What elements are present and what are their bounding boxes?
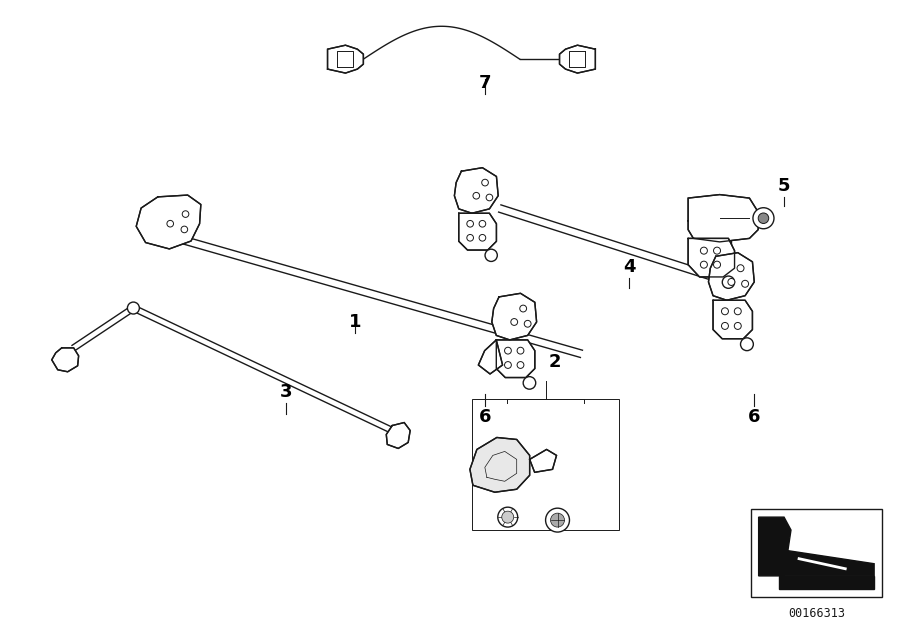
Polygon shape (499, 205, 728, 285)
Circle shape (700, 247, 707, 254)
Circle shape (479, 221, 486, 227)
Polygon shape (491, 293, 536, 340)
Polygon shape (328, 45, 364, 73)
Circle shape (505, 347, 511, 354)
Text: 6: 6 (747, 408, 760, 425)
Polygon shape (779, 576, 874, 589)
Polygon shape (496, 340, 535, 378)
Circle shape (473, 193, 480, 199)
Circle shape (734, 308, 742, 315)
Circle shape (128, 302, 140, 314)
Polygon shape (132, 305, 393, 433)
Polygon shape (779, 550, 874, 576)
Circle shape (518, 347, 524, 354)
Circle shape (505, 362, 511, 368)
Circle shape (734, 322, 742, 329)
Circle shape (551, 513, 564, 527)
Polygon shape (688, 238, 734, 277)
Polygon shape (688, 195, 758, 242)
Circle shape (479, 235, 486, 241)
Circle shape (523, 377, 536, 389)
Circle shape (714, 261, 721, 268)
Text: 5: 5 (778, 177, 790, 195)
Circle shape (758, 213, 769, 223)
Circle shape (742, 280, 749, 287)
Circle shape (545, 508, 570, 532)
Polygon shape (386, 422, 410, 448)
Polygon shape (479, 340, 502, 374)
Circle shape (502, 511, 514, 523)
Circle shape (520, 305, 526, 312)
Text: 4: 4 (623, 258, 635, 276)
Circle shape (467, 221, 473, 227)
Circle shape (525, 321, 531, 327)
Bar (472, 399, 619, 530)
Polygon shape (713, 300, 752, 339)
Circle shape (485, 249, 498, 261)
Circle shape (482, 179, 489, 186)
Circle shape (722, 308, 728, 315)
Polygon shape (136, 195, 201, 249)
Circle shape (182, 211, 189, 218)
Text: 1: 1 (349, 313, 362, 331)
Polygon shape (51, 348, 78, 372)
Circle shape (700, 261, 707, 268)
Circle shape (741, 338, 753, 350)
Circle shape (518, 362, 524, 368)
Polygon shape (560, 45, 596, 73)
Text: 6: 6 (479, 408, 491, 425)
Circle shape (714, 247, 721, 254)
Polygon shape (759, 517, 791, 576)
Polygon shape (470, 438, 530, 492)
Bar (751, 509, 882, 597)
Polygon shape (162, 231, 582, 357)
Circle shape (511, 319, 517, 326)
Text: 7: 7 (479, 74, 491, 92)
Circle shape (486, 194, 493, 201)
Circle shape (737, 265, 744, 272)
Circle shape (722, 322, 728, 329)
Circle shape (728, 279, 734, 286)
Polygon shape (72, 305, 135, 350)
Polygon shape (708, 252, 754, 300)
Circle shape (753, 208, 774, 229)
Circle shape (498, 507, 518, 527)
Circle shape (467, 235, 473, 241)
Text: 3: 3 (280, 383, 292, 401)
Text: 00166313: 00166313 (788, 607, 845, 619)
Circle shape (181, 226, 188, 233)
Polygon shape (454, 168, 499, 213)
Circle shape (166, 221, 174, 227)
Circle shape (723, 276, 734, 288)
Text: 2: 2 (548, 353, 561, 371)
Polygon shape (530, 450, 556, 473)
Polygon shape (459, 213, 497, 250)
Polygon shape (723, 232, 731, 248)
